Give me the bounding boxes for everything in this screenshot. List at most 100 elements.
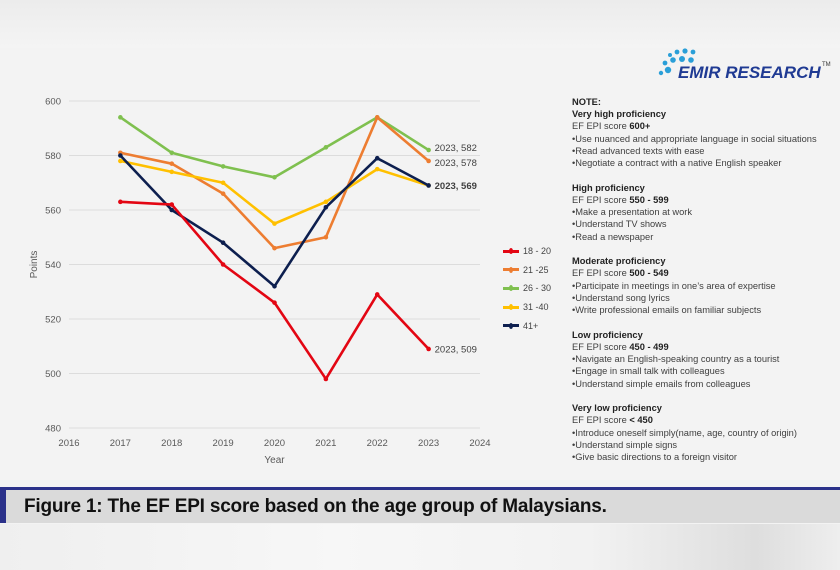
data-point — [426, 158, 431, 164]
emir-research-logo: EMIR RESEARCH TM — [658, 48, 831, 82]
legend-swatch — [503, 248, 519, 255]
proficiency-section: Moderate proficiency EF EPI score 500 - 5… — [572, 255, 840, 316]
x-tick-label: 2020 — [264, 438, 285, 449]
x-tick-label: 2016 — [58, 438, 79, 449]
x-tick-label: 2018 — [161, 438, 182, 449]
series-line-3 — [120, 159, 430, 225]
section-heading: High proficiency — [572, 182, 645, 193]
bullet-item: •Understand simple signs — [572, 439, 678, 450]
bullet-item: •Navigate an English-speaking country as… — [572, 354, 780, 365]
x-tick-label: 2017 — [110, 438, 131, 449]
series-line-0 — [120, 200, 430, 381]
bullet-item: •Understand song lyrics — [572, 292, 670, 303]
section-heading: Low proficiency — [572, 329, 643, 340]
legend-swatch — [503, 304, 519, 311]
score-prefix: EF EPI score — [572, 194, 630, 205]
svg-text:TM: TM — [822, 62, 831, 68]
data-label: 2023, 582 — [435, 143, 477, 154]
line-chart: 480 500 520 540 560 580 600 2016 2017 2018 2019 202… — [29, 97, 491, 467]
legend-label: 31 -40 — [523, 302, 549, 313]
proficiency-section: High proficiency EF EPI score 550 - 599 •M… — [572, 182, 840, 243]
legend-label: 18 - 20 — [523, 246, 552, 257]
data-point — [169, 150, 175, 156]
background-blur-top — [0, 0, 840, 48]
data-point — [169, 207, 175, 213]
data-point — [374, 115, 380, 120]
data-label: 2023, 509 — [435, 344, 477, 355]
bullet-item: •Read advanced texts with ease — [572, 145, 705, 156]
bullet-item: •Introduce oneself simply(name, age, cou… — [572, 427, 797, 438]
score-value: 500 - 549 — [629, 268, 669, 279]
data-point — [220, 240, 226, 245]
bullet-item: •Write professional emails on familiar s… — [572, 305, 762, 316]
data-point — [374, 166, 380, 172]
data-point — [118, 153, 123, 158]
data-point — [374, 292, 380, 297]
y-tick-label: 600 — [45, 97, 61, 108]
y-tick-label: 520 — [45, 315, 61, 326]
legend-label: 21 -25 — [523, 264, 549, 275]
data-point — [323, 145, 329, 150]
data-point — [118, 115, 123, 120]
x-axis-title: Year — [264, 455, 285, 466]
x-tick-label: 2021 — [315, 438, 336, 449]
y-tick-label: 480 — [45, 424, 61, 435]
score-range: EF EPI score 450 - 499 — [572, 341, 840, 353]
data-point — [374, 155, 380, 161]
x-tick-label: 2019 — [213, 438, 234, 449]
data-point — [220, 262, 226, 267]
legend-label: 26 - 30 — [523, 283, 552, 294]
y-tick-label: 580 — [45, 151, 61, 162]
x-tick-label: 2023 — [418, 438, 439, 449]
legend-label: 41+ — [523, 320, 539, 331]
data-label: 2023, 578 — [435, 158, 477, 169]
bullet-item: •Understand simple emails from colleague… — [572, 378, 751, 389]
score-range: EF EPI score 550 - 599 — [572, 194, 840, 206]
data-label: 2023, 569 — [435, 181, 477, 192]
bullet-item: •Understand TV shows — [572, 219, 667, 230]
bullet-item: •Engage in small talk with colleagues — [572, 366, 725, 377]
data-point — [426, 346, 431, 352]
legend-swatch — [503, 322, 519, 329]
x-tick-label: 2024 — [469, 438, 490, 449]
score-prefix: EF EPI score — [572, 121, 630, 132]
data-point — [220, 164, 226, 169]
data-point — [169, 169, 175, 175]
data-point — [169, 202, 175, 207]
bullet-item: •Give basic directions to a foreign visi… — [572, 452, 737, 463]
bullet-item: •Read a newspaper — [572, 231, 654, 242]
score-range: EF EPI score 600+ — [572, 120, 840, 132]
legend-item: 41+ — [503, 316, 551, 335]
caption-band: Figure 1: The EF EPI score based on the … — [0, 487, 840, 523]
bullet-item: •Use nuanced and appropriate language in… — [572, 133, 817, 144]
proficiency-notes: NOTE: Very high proficiency EF EPI score … — [572, 96, 840, 476]
y-tick-label: 500 — [45, 369, 61, 380]
score-range: EF EPI score 500 - 549 — [572, 267, 840, 279]
chart-legend: 18 - 20 21 -25 26 - 30 31 -40 41+ — [503, 242, 551, 335]
proficiency-section: Very low proficiency EF EPI score < 450 •I… — [572, 402, 840, 463]
data-point — [220, 191, 226, 196]
section-heading: Moderate proficiency — [572, 256, 666, 267]
data-point — [169, 161, 175, 166]
data-point — [272, 284, 277, 289]
score-value: < 450 — [629, 415, 653, 426]
data-point — [272, 300, 277, 305]
proficiency-section: Low proficiency EF EPI score 450 - 499 •Na… — [572, 329, 840, 390]
data-point — [118, 158, 123, 164]
data-point — [220, 180, 226, 186]
notes-title: NOTE: — [572, 97, 601, 107]
data-point — [426, 183, 431, 188]
data-point — [118, 199, 123, 205]
legend-item: 18 - 20 — [503, 242, 551, 261]
score-value: 450 - 499 — [629, 341, 669, 352]
score-value: 550 - 599 — [629, 194, 669, 205]
caption-accent-stripe — [0, 490, 6, 523]
data-point — [323, 234, 329, 240]
figure-caption: Figure 1: The EF EPI score based on the … — [24, 496, 607, 517]
legend-swatch — [503, 266, 519, 273]
bullet-item: •Negotiate a contract with a native Engl… — [572, 158, 782, 169]
x-tick-label: 2022 — [367, 438, 388, 449]
data-point — [323, 376, 329, 382]
bullet-item: •Make a presentation at work — [572, 207, 693, 218]
svg-text:EMIR RESEARCH: EMIR RESEARCH — [678, 63, 821, 82]
